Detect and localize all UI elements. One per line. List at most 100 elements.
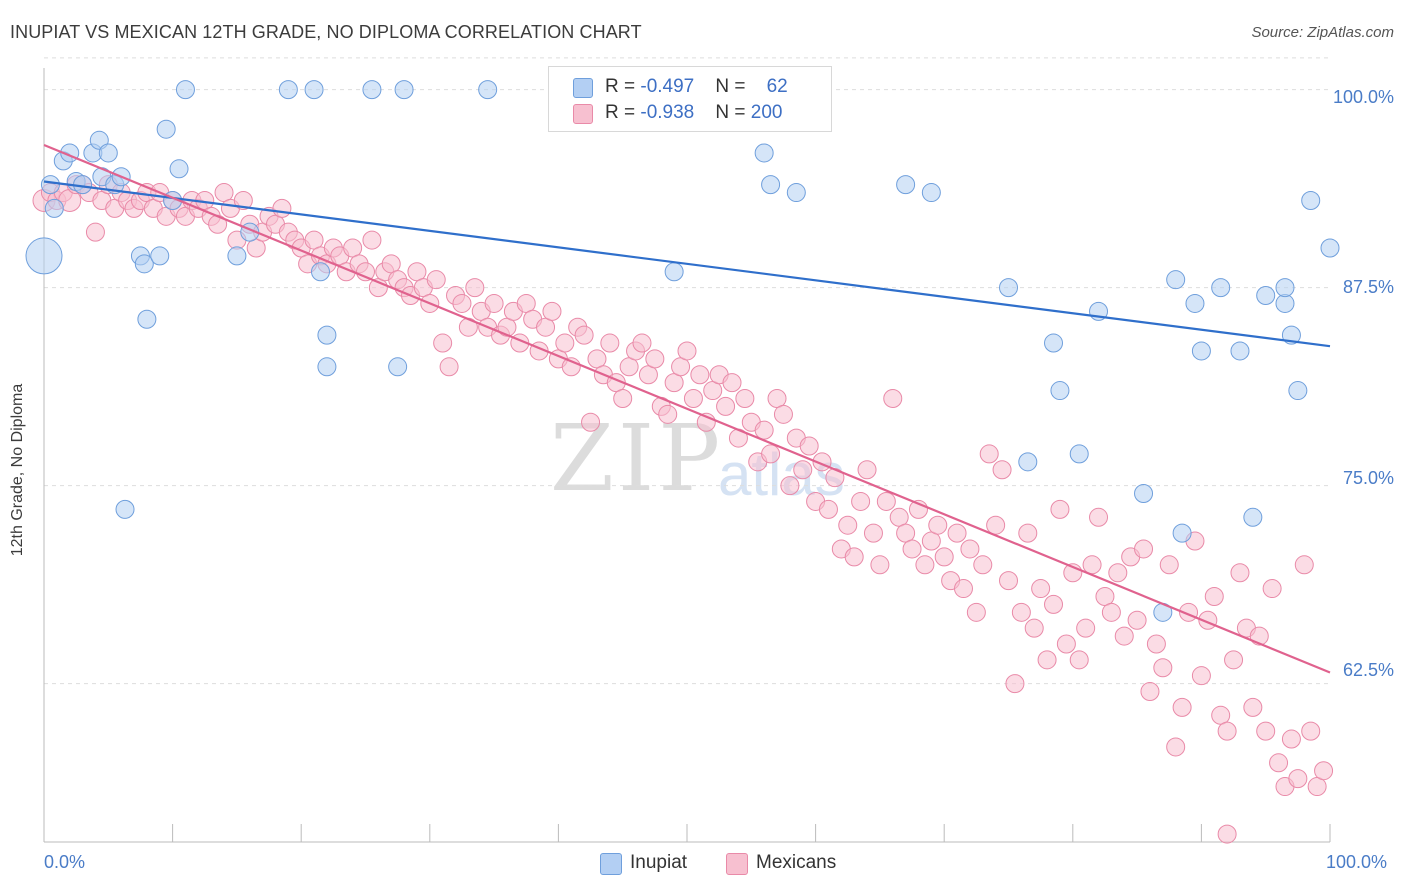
- point-mexicans-174: [1153, 658, 1173, 678]
- point-mexicans-97: [658, 404, 678, 424]
- point-mexicans-94: [638, 365, 658, 385]
- point-inupiat-46: [1134, 484, 1154, 504]
- legend-swatch-inupiat: [573, 78, 593, 98]
- point-inupiat-36: [761, 175, 781, 195]
- point-inupiat-44: [1069, 444, 1089, 464]
- point-mexicans-67: [465, 278, 485, 298]
- point-mexicans-144: [960, 539, 980, 559]
- point-mexicans-142: [947, 523, 967, 543]
- point-mexicans-100: [677, 341, 697, 361]
- point-mexicans-139: [928, 515, 948, 535]
- point-inupiat-41: [1018, 452, 1038, 472]
- point-mexicans-161: [1069, 650, 1089, 670]
- point-mexicans-164: [1089, 507, 1109, 527]
- point-mexicans-70: [484, 293, 504, 313]
- y-tick-label-75: 75.0%: [1342, 468, 1394, 488]
- point-mexicans-177: [1172, 697, 1192, 717]
- point-mexicans-151: [1005, 674, 1025, 694]
- point-mexicans-185: [1224, 650, 1244, 670]
- series-legend-swatch-mexicans: [726, 853, 748, 875]
- watermark-zip: ZIP: [550, 405, 725, 512]
- point-mexicans-192: [1269, 753, 1289, 773]
- point-mexicans-197: [1301, 721, 1321, 741]
- point-mexicans-122: [818, 499, 838, 519]
- point-mexicans-152: [1011, 602, 1031, 622]
- point-mexicans-145: [966, 602, 986, 622]
- point-mexicans-171: [1134, 539, 1154, 559]
- y-tick-label-87-5: 87.5%: [1342, 277, 1394, 297]
- point-mexicans-54: [381, 254, 401, 274]
- point-mexicans-155: [1031, 579, 1051, 599]
- point-mexicans-65: [452, 293, 472, 313]
- point-mexicans-148: [986, 515, 1006, 535]
- point-mexicans-166: [1101, 602, 1121, 622]
- point-mexicans-42: [304, 230, 324, 250]
- point-mexicans-133: [889, 507, 909, 527]
- point-inupiat-10: [98, 143, 118, 163]
- point-mexicans-8: [85, 222, 105, 242]
- point-mexicans-113: [761, 444, 781, 464]
- point-mexicans-37: [272, 198, 292, 218]
- point-inupiat-27: [317, 325, 337, 345]
- point-inupiat-57: [1275, 278, 1295, 298]
- point-inupiat-50: [1185, 293, 1205, 313]
- point-mexicans-112: [754, 420, 774, 440]
- point-inupiat-61: [1320, 238, 1340, 258]
- point-mexicans-116: [780, 476, 800, 496]
- series-legend-swatch-inupiat: [600, 853, 622, 875]
- point-mexicans-118: [793, 460, 813, 480]
- point-inupiat-18: [156, 119, 176, 139]
- point-mexicans-150: [999, 571, 1018, 591]
- point-mexicans-31: [233, 190, 253, 210]
- point-inupiat-52: [1211, 278, 1231, 298]
- point-inupiat-17: [150, 246, 170, 266]
- point-mexicans-175: [1159, 555, 1179, 575]
- legend-r-value-inupiat: -0.497: [640, 76, 695, 97]
- point-mexicans-58: [407, 262, 427, 282]
- point-mexicans-196: [1294, 555, 1314, 575]
- point-inupiat-35: [754, 143, 774, 163]
- point-mexicans-198: [1307, 777, 1327, 797]
- point-inupiat-37: [786, 183, 806, 203]
- point-mexicans-75: [516, 293, 536, 313]
- point-mexicans-158: [1050, 499, 1070, 519]
- point-mexicans-91: [619, 357, 639, 377]
- legend-r-label: R =: [605, 102, 641, 123]
- point-inupiat-31: [394, 80, 414, 100]
- point-mexicans-79: [542, 301, 562, 321]
- point-mexicans-167: [1108, 563, 1128, 583]
- point-inupiat-24: [278, 80, 298, 100]
- point-mexicans-114: [767, 388, 787, 408]
- chart-source: Source: ZipAtlas.com: [1251, 24, 1394, 41]
- point-mexicans-90: [613, 388, 633, 408]
- point-inupiat-42: [1044, 333, 1064, 353]
- point-mexicans-28: [214, 183, 234, 203]
- point-mexicans-190: [1256, 721, 1276, 741]
- point-mexicans-163: [1082, 555, 1102, 575]
- point-mexicans-102: [690, 365, 710, 385]
- point-inupiat-0: [25, 237, 63, 275]
- y-tick-label-62-5: 62.5%: [1342, 660, 1394, 680]
- legend-n-label: N =: [715, 102, 751, 123]
- point-mexicans-81: [555, 333, 575, 353]
- point-mexicans-186: [1230, 563, 1250, 583]
- trend-line-mexicans: [43, 144, 1331, 674]
- point-mexicans-85: [581, 412, 601, 432]
- x-tick-label-0: 0.0%: [44, 852, 86, 872]
- point-mexicans-84: [574, 325, 594, 345]
- point-mexicans-176: [1166, 737, 1186, 757]
- point-mexicans-78: [536, 317, 556, 337]
- point-mexicans-173: [1146, 634, 1166, 654]
- point-mexicans-101: [683, 388, 703, 408]
- legend-swatch-mexicans: [573, 104, 593, 124]
- point-mexicans-93: [632, 333, 652, 353]
- point-mexicans-191: [1262, 579, 1282, 599]
- point-mexicans-135: [902, 539, 922, 559]
- point-mexicans-107: [722, 373, 742, 393]
- point-inupiat-16: [137, 309, 157, 329]
- point-inupiat-56: [1275, 293, 1295, 313]
- point-mexicans-184: [1217, 721, 1237, 741]
- point-mexicans-106: [716, 396, 736, 416]
- point-inupiat-53: [1230, 341, 1250, 361]
- legend-n-value-mexicans: 200: [750, 102, 783, 123]
